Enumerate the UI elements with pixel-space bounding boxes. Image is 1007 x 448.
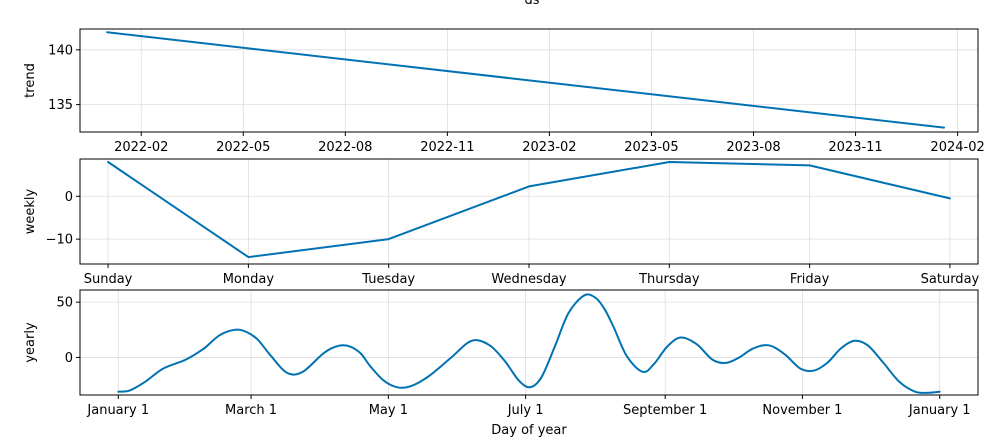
- weekly-ylabel: weekly: [23, 188, 38, 234]
- x-tick-label: Saturday: [921, 272, 980, 287]
- x-tick-label: 2023-05: [624, 140, 678, 155]
- y-tick-label: 0: [65, 351, 73, 366]
- x-tick-label: Wednesday: [491, 272, 567, 287]
- x-tick-label: Friday: [790, 272, 830, 287]
- panel-yearly: January 1 March 1 May 1 July 1 September 1 No…: [23, 289, 979, 438]
- trend-ylabel: trend: [23, 63, 38, 98]
- x-tick-label: 2023-08: [726, 140, 780, 155]
- x-tick-label: Sunday: [84, 272, 133, 287]
- panel-weekly-ticks: Sunday Monday Tuesday Wednesday Thursday Frid…: [46, 190, 980, 287]
- y-tick-label: 0: [65, 190, 73, 205]
- y-tick-label: 135: [48, 98, 73, 113]
- panel-yearly-grid: [80, 290, 978, 395]
- panel-yearly-frame: [79, 289, 979, 396]
- y-tick-label: 50: [56, 296, 73, 311]
- trend-line: [106, 31, 945, 129]
- x-tick-label: July 1: [507, 403, 544, 418]
- weekly-line: [107, 161, 951, 259]
- x-tick-label: May 1: [369, 403, 408, 418]
- panel-trend-frame: [79, 28, 979, 133]
- x-tick-label: Monday: [223, 272, 275, 287]
- panel-trend-grid: [80, 29, 978, 132]
- x-tick-label: 2022-08: [318, 140, 372, 155]
- x-tick-label: 2022-11: [420, 140, 474, 155]
- x-tick-label: Thursday: [638, 272, 700, 287]
- x-tick-label: 2022-02: [114, 140, 168, 155]
- panel-weekly-grid: [80, 159, 978, 264]
- yearly-line: [117, 293, 941, 394]
- yearly-ylabel: yearly: [23, 322, 38, 363]
- top-axis-label: ds: [524, 0, 539, 8]
- x-tick-label: January 1: [86, 403, 149, 418]
- x-tick-label: January 1: [908, 403, 971, 418]
- x-tick-label: March 1: [225, 403, 277, 418]
- x-tick-label: November 1: [762, 403, 842, 418]
- panel-weekly: Sunday Monday Tuesday Wednesday Thursday Frid…: [23, 158, 980, 287]
- yearly-xlabel: Day of year: [491, 423, 567, 438]
- x-tick-label: Tuesday: [361, 272, 415, 287]
- panel-yearly-ticks: January 1 March 1 May 1 July 1 September 1 No…: [56, 296, 970, 418]
- x-tick-label: September 1: [623, 403, 707, 418]
- y-tick-label: 140: [48, 43, 73, 58]
- x-tick-label: 2024-02: [930, 140, 984, 155]
- x-tick-label: 2023-11: [828, 140, 882, 155]
- panel-trend-ticks: 2022-02 2022-05 2022-08 2022-11 2023-02 2023-…: [48, 43, 985, 155]
- x-tick-label: 2022-05: [216, 140, 270, 155]
- panel-trend: 2022-02 2022-05 2022-08 2022-11 2023-02 2023-…: [23, 28, 985, 155]
- y-tick-label: −10: [46, 233, 73, 248]
- x-tick-label: 2023-02: [522, 140, 576, 155]
